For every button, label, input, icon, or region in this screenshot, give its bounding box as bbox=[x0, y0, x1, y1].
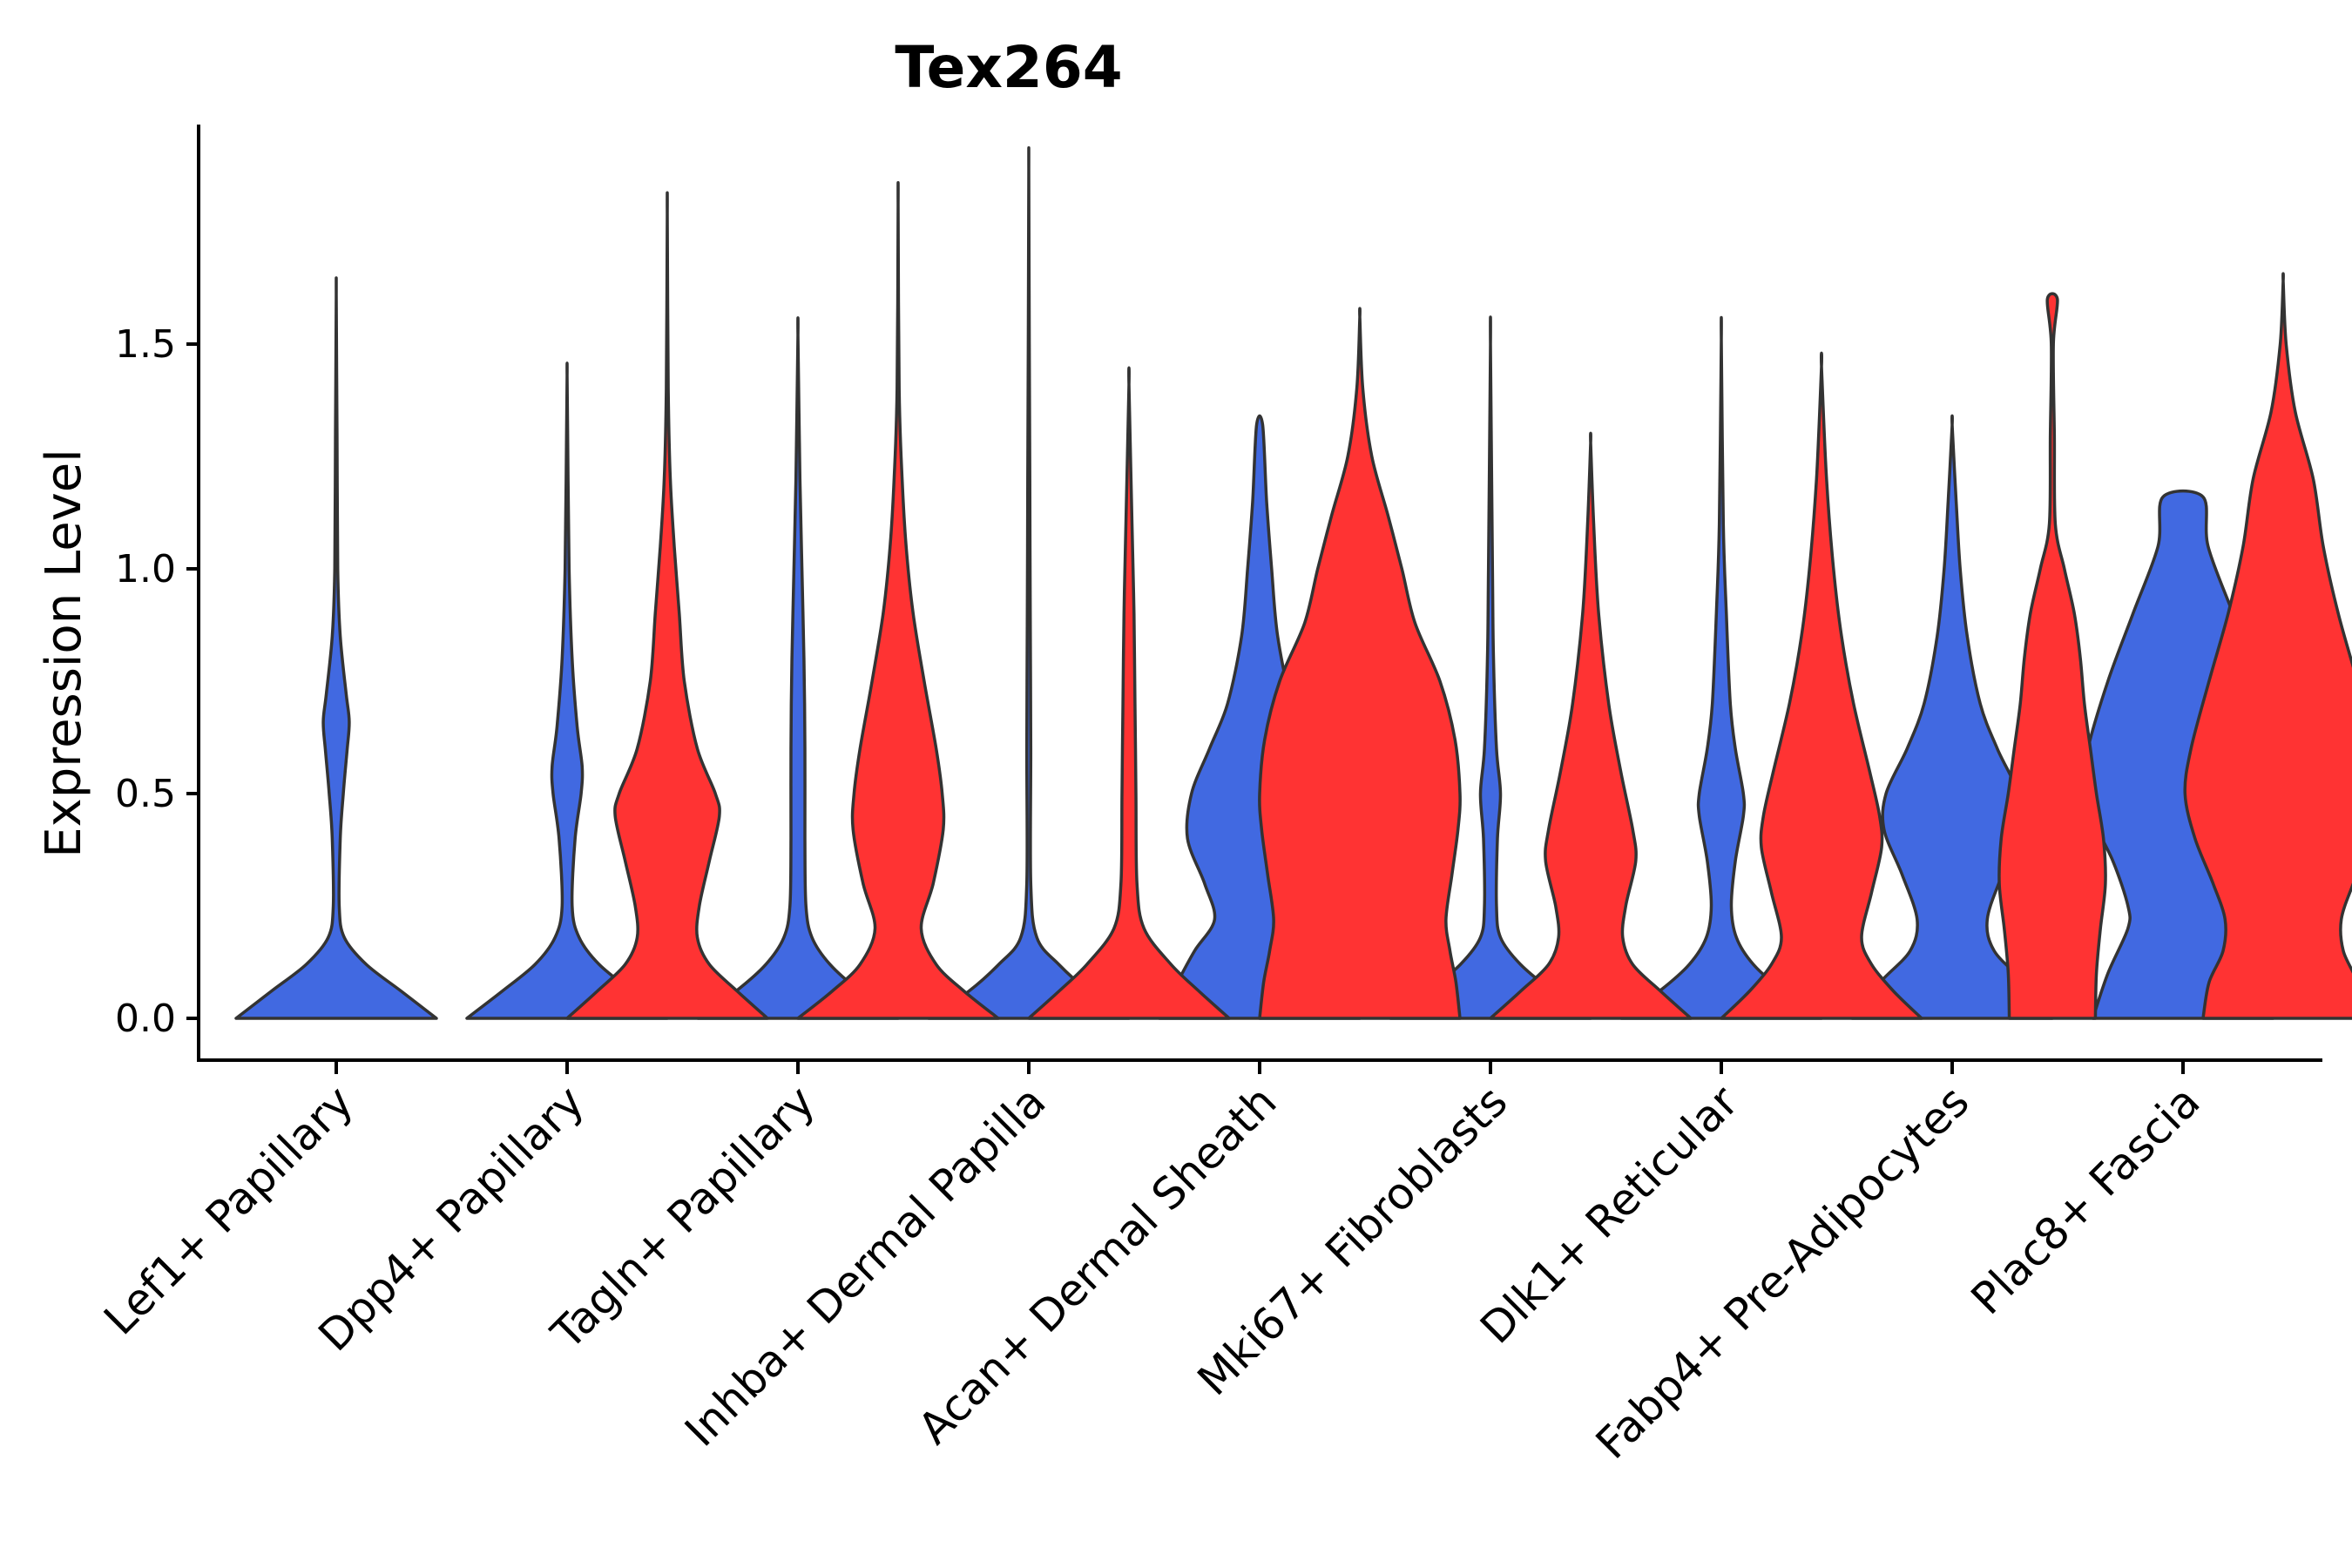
y-tick-label: 0.0 bbox=[115, 997, 176, 1041]
y-ticks: 0.0 0.5 1.0 1.5 bbox=[115, 322, 199, 1041]
violin-red-dlk1-reticular bbox=[1720, 351, 1923, 1020]
violin-blue-dlk1-reticular bbox=[1619, 316, 1823, 1020]
violin-blue-lef1-papillary bbox=[234, 276, 438, 1020]
violin-blue-inhba-dermal-papilla bbox=[927, 146, 1131, 1020]
y-tick-label: 1.0 bbox=[115, 547, 176, 591]
y-tick-label: 1.5 bbox=[115, 322, 176, 367]
violin-red-dpp4-papillary bbox=[565, 191, 769, 1020]
violin-blue-mki67-fibroblasts bbox=[1389, 315, 1592, 1020]
violin-red-mki67-fibroblasts bbox=[1489, 431, 1693, 1020]
violin-red-acan-dermal-sheath bbox=[1258, 307, 1462, 1020]
chart-title: Tex264 bbox=[895, 34, 1122, 101]
y-axis-label: Expression Level bbox=[36, 449, 92, 858]
y-tick-label: 0.5 bbox=[115, 772, 176, 816]
violin-blue-dpp4-papillary bbox=[465, 362, 669, 1020]
violin-red-inhba-dermal-papilla bbox=[1027, 366, 1231, 1020]
x-tick-label-lef1-papillary: Lef1+ Papillary bbox=[94, 1076, 362, 1344]
x-tick-label-fabp4-pre-adipocytes: Fabp4+ Pre-Adipocytes bbox=[1586, 1076, 1979, 1469]
violin-red-fabp4-pre-adipocytes bbox=[1997, 292, 2107, 1020]
plot-area bbox=[234, 146, 2352, 1020]
x-tick-label-plac8-fascia: Plac8+ Fascia bbox=[1962, 1076, 2210, 1324]
violin-red-plac8-fascia bbox=[2183, 272, 2352, 1020]
violin-red-tagln-papillary bbox=[796, 181, 1000, 1020]
violin-blue-tagln-papillary bbox=[696, 316, 900, 1020]
